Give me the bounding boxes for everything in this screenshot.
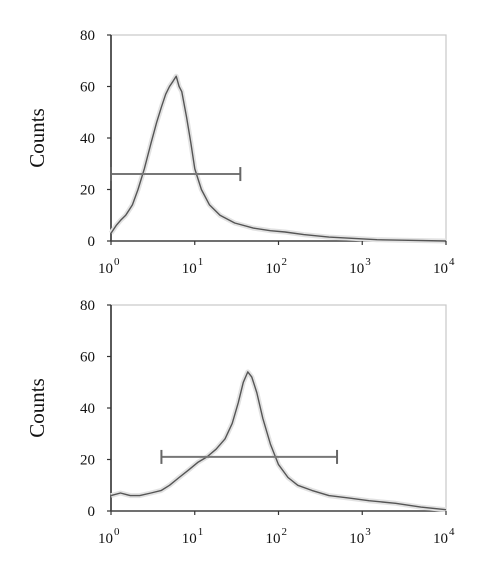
y-tick-label: 0 bbox=[88, 504, 96, 520]
x-tick-exponent: 0 bbox=[114, 526, 120, 538]
y-tick-label: 20 bbox=[80, 453, 95, 469]
y-tick-label: 60 bbox=[80, 80, 95, 96]
x-tick-label: 10 bbox=[266, 261, 281, 277]
x-tick-label: 10 bbox=[182, 261, 197, 277]
x-tick-label: 10 bbox=[98, 531, 113, 547]
x-tick-exponent: 1 bbox=[198, 526, 204, 538]
y-tick-label: 20 bbox=[80, 183, 95, 199]
y-tick-label: 0 bbox=[88, 234, 96, 250]
y-tick-label: 40 bbox=[80, 131, 95, 147]
plot-frame bbox=[110, 304, 447, 512]
series-line-halo bbox=[108, 73, 447, 244]
series-line bbox=[110, 75, 447, 242]
x-tick-exponent: 4 bbox=[449, 256, 455, 268]
series-line-halo bbox=[110, 369, 447, 513]
series-line bbox=[110, 371, 447, 511]
x-tick-exponent: 0 bbox=[114, 256, 120, 268]
y-axis-label: Counts bbox=[25, 378, 49, 438]
x-tick-exponent: 2 bbox=[282, 256, 288, 268]
x-tick-exponent: 1 bbox=[198, 256, 204, 268]
x-tick-label: 10 bbox=[433, 261, 448, 277]
x-tick-label: 10 bbox=[98, 261, 113, 277]
y-tick-label: 80 bbox=[80, 298, 95, 314]
y-tick-label: 40 bbox=[80, 401, 95, 417]
x-tick-exponent: 3 bbox=[365, 526, 371, 538]
x-tick-label: 10 bbox=[433, 531, 448, 547]
y-axis-label: Counts bbox=[25, 108, 49, 168]
x-tick-exponent: 2 bbox=[282, 526, 288, 538]
x-tick-label: 10 bbox=[182, 531, 197, 547]
x-tick-exponent: 4 bbox=[449, 526, 455, 538]
plot-frame bbox=[110, 34, 447, 242]
y-tick-label: 60 bbox=[80, 350, 95, 366]
x-tick-label: 10 bbox=[349, 261, 364, 277]
x-tick-label: 10 bbox=[266, 531, 281, 547]
y-tick-label: 80 bbox=[80, 28, 95, 44]
x-tick-exponent: 3 bbox=[365, 256, 371, 268]
x-tick-label: 10 bbox=[349, 531, 364, 547]
